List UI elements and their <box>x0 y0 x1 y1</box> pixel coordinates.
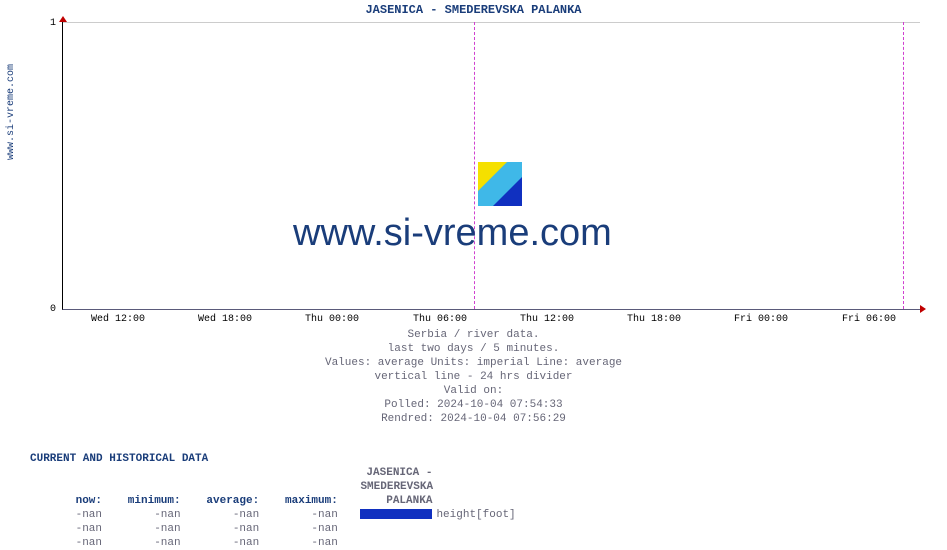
cell: -nan <box>187 522 259 536</box>
meta-line-6: Polled: 2024-10-04 07:54:33 <box>0 398 947 412</box>
cell: -nan <box>30 522 102 536</box>
divider-24h-1 <box>474 22 475 309</box>
y-tick-1: 1 <box>6 18 56 29</box>
data-header: CURRENT AND HISTORICAL DATA <box>30 452 516 466</box>
x-tick-4: Thu 12:00 <box>520 314 574 325</box>
cell: -nan <box>266 536 338 550</box>
col-max: maximum: <box>266 494 338 508</box>
cell: -nan <box>187 536 259 550</box>
meta-line-7: Rendred: 2024-10-04 07:56:29 <box>0 412 947 426</box>
col-now: now: <box>30 494 102 508</box>
col-avg: average: <box>187 494 259 508</box>
meta-block: Serbia / river data. last two days / 5 m… <box>0 328 947 426</box>
cell: -nan <box>30 508 102 522</box>
cell: -nan <box>187 508 259 522</box>
legend-swatch <box>360 509 432 519</box>
data-columns: now: minimum: average: maximum: JASENICA… <box>30 466 516 508</box>
cell: -nan <box>266 522 338 536</box>
watermark-text: www.si-vreme.com <box>293 212 612 255</box>
legend-label: height[foot] <box>436 508 515 522</box>
watermark-logo <box>478 162 522 206</box>
x-tick-7: Fri 06:00 <box>842 314 896 325</box>
x-tick-1: Wed 18:00 <box>198 314 252 325</box>
cell: -nan <box>30 536 102 550</box>
cell: -nan <box>266 508 338 522</box>
meta-line-1: Serbia / river data. <box>0 328 947 342</box>
x-tick-6: Fri 00:00 <box>734 314 788 325</box>
cell: -nan <box>109 522 181 536</box>
x-axis-arrow <box>920 305 926 313</box>
cell: -nan <box>109 536 181 550</box>
y-tick-0: 0 <box>6 304 56 315</box>
cell: -nan <box>109 508 181 522</box>
table-row: -nan -nan -nan -nan <box>30 522 516 536</box>
x-tick-3: Thu 06:00 <box>413 314 467 325</box>
gridline-y1 <box>63 22 920 23</box>
x-tick-5: Thu 18:00 <box>627 314 681 325</box>
plot-area: www.si-vreme.com <box>62 22 920 310</box>
table-row: -nan -nan -nan -nan height[foot] <box>30 508 516 522</box>
meta-line-2: last two days / 5 minutes. <box>0 342 947 356</box>
meta-line-3: Values: average Units: imperial Line: av… <box>0 356 947 370</box>
meta-line-5: Valid on: <box>0 384 947 398</box>
x-tick-0: Wed 12:00 <box>91 314 145 325</box>
series-name: JASENICA - SMEDEREVSKA PALANKA <box>360 466 432 508</box>
chart-title: JASENICA - SMEDEREVSKA PALANKA <box>0 3 947 17</box>
meta-line-4: vertical line - 24 hrs divider <box>0 370 947 384</box>
divider-24h-2 <box>903 22 904 309</box>
table-row: -nan -nan -nan -nan <box>30 536 516 550</box>
col-min: minimum: <box>109 494 181 508</box>
x-tick-2: Thu 00:00 <box>305 314 359 325</box>
site-label-vertical: www.si-vreme.com <box>6 64 17 160</box>
data-block: CURRENT AND HISTORICAL DATA now: minimum… <box>30 452 516 550</box>
